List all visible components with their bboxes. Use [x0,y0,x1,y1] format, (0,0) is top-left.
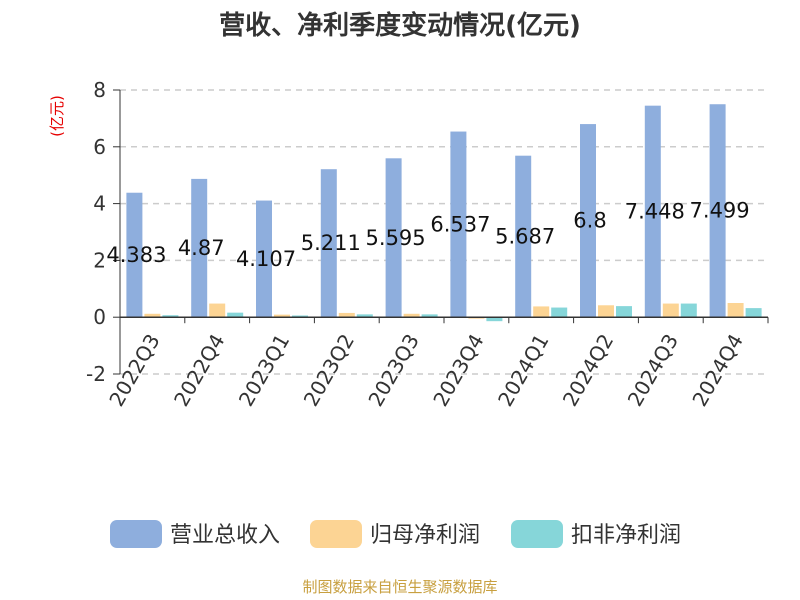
chart-title: 营收、净利季度变动情况(亿元) [219,10,581,41]
x-tick-label: 2024Q4 [687,330,747,411]
legend-label: 营业总收入 [170,523,280,548]
data-label-revenue: 7.448 [625,199,685,223]
data-label-revenue: 5.687 [495,224,555,248]
x-tick-label: 2023Q4 [428,330,488,411]
bar-deducted-net-profit[interactable] [486,317,503,322]
bar-revenue[interactable] [126,192,143,318]
x-tick-label: 2024Q2 [558,330,618,411]
bar-net-profit[interactable] [662,303,679,318]
legend-swatch [511,520,563,548]
y-tick-label: 0 [93,305,106,329]
bar-revenue[interactable] [644,105,661,318]
data-label-revenue: 6.537 [430,212,490,236]
bar-net-profit[interactable] [727,303,744,318]
legend-item[interactable]: 扣非净利润 [511,520,681,548]
x-tick-label: 2022Q3 [104,330,164,411]
bar-deducted-net-profit[interactable] [292,315,308,318]
bar-net-profit[interactable] [598,305,614,318]
y-tick-label: 4 [93,192,106,216]
bar-revenue[interactable] [709,104,726,318]
x-tick-label: 2022Q4 [169,330,229,411]
source-note: 制图数据来自恒生聚源数据库 [302,578,497,596]
x-tick-label: 2024Q1 [493,330,553,411]
data-label-revenue: 6.8 [573,209,606,233]
y-tick-label: 8 [93,78,106,102]
legend-swatch [310,520,362,548]
legend[interactable]: 营业总收入 归母净利润 扣非净利润 [110,520,681,548]
legend-item[interactable]: 营业总收入 [110,520,280,548]
bar-revenue[interactable] [320,169,337,318]
bar-net-profit[interactable] [144,313,161,318]
legend-label: 扣非净利润 [571,523,681,548]
legend-item[interactable]: 归母净利润 [310,520,480,548]
data-label-revenue: 4.383 [106,243,166,267]
y-tick-label: 6 [93,135,106,159]
bar-deducted-net-profit[interactable] [356,314,373,318]
bar-net-profit[interactable] [274,314,290,318]
x-tick-label: 2023Q1 [234,330,294,411]
y-tick-label: -2 [86,362,106,386]
bar-deducted-net-profit[interactable] [551,307,568,318]
bars [126,104,762,322]
x-tick-label: 2023Q2 [299,330,359,411]
x-tick-label: 2024Q3 [623,330,683,411]
bar-deducted-net-profit[interactable] [162,315,179,318]
data-label-revenue: 5.211 [301,231,361,255]
bar-deducted-net-profit[interactable] [745,308,762,318]
bar-revenue[interactable] [191,178,208,318]
bar-deducted-net-profit[interactable] [227,312,244,318]
data-label-revenue: 7.499 [690,199,750,223]
bar-net-profit[interactable] [403,313,420,318]
data-label-revenue: 4.87 [178,236,225,260]
bar-deducted-net-profit[interactable] [616,306,632,318]
x-tick-label: 2023Q3 [363,330,423,411]
bar-net-profit[interactable] [533,306,550,318]
bar-revenue[interactable] [580,124,596,318]
bar-revenue[interactable] [515,155,532,318]
bar-revenue[interactable] [450,131,467,318]
data-label-revenue: 4.107 [236,247,296,271]
bar-revenue[interactable] [385,158,402,318]
bar-net-profit[interactable] [338,312,355,318]
y-tick-label: 2 [93,248,106,272]
bar-deducted-net-profit[interactable] [421,314,438,318]
bar-revenue[interactable] [256,200,272,318]
data-label-revenue: 5.595 [366,226,426,250]
y-axis-unit-label: (亿元) [48,95,66,137]
legend-swatch [110,520,162,548]
bar-deducted-net-profit[interactable] [680,303,697,318]
legend-label: 归母净利润 [370,523,480,548]
bar-net-profit[interactable] [209,303,226,318]
